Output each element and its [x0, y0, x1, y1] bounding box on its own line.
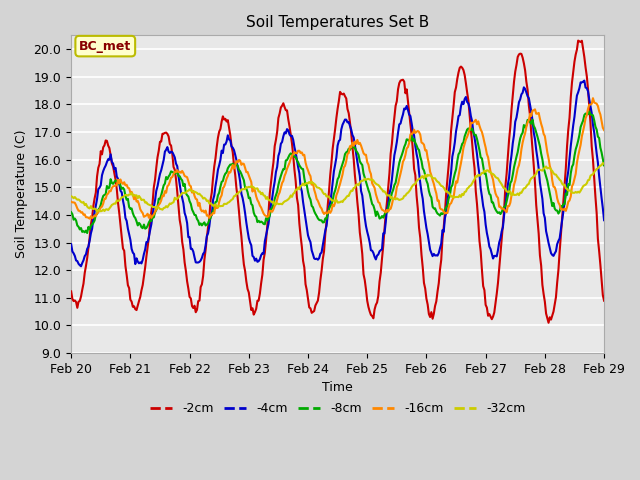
Title: Soil Temperatures Set B: Soil Temperatures Set B	[246, 15, 429, 30]
Legend: -2cm, -4cm, -8cm, -16cm, -32cm: -2cm, -4cm, -8cm, -16cm, -32cm	[145, 397, 531, 420]
Text: BC_met: BC_met	[79, 40, 131, 53]
X-axis label: Time: Time	[322, 381, 353, 394]
Y-axis label: Soil Temperature (C): Soil Temperature (C)	[15, 130, 28, 258]
